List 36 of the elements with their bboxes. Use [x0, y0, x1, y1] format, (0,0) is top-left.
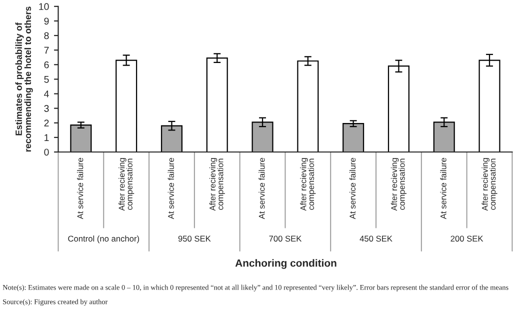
text: 950 SEK — [178, 236, 211, 242]
bar — [252, 122, 274, 152]
bar — [297, 60, 319, 152]
text: 450 SEK — [360, 236, 392, 242]
bar — [116, 60, 138, 152]
x-axis-title: Anchoring condition — [235, 259, 336, 269]
y-tick-label: 4 — [44, 90, 49, 98]
y-tick-label: 9 — [44, 18, 49, 25]
text: 700 SEK — [269, 236, 302, 242]
bar — [206, 58, 228, 152]
x-tick-label: After recieving compensation — [118, 158, 134, 211]
y-tick-label: 5 — [44, 76, 49, 83]
text: 200 SEK — [450, 236, 484, 242]
x-tick-label: At service failure — [440, 158, 446, 220]
y-tick-label: 3 — [44, 105, 49, 112]
y-tick-label: 10 — [39, 3, 49, 10]
text: Control (no anchor) — [68, 235, 140, 244]
x-tick-label: After recieving compensation — [390, 158, 406, 211]
x-tick-label: At service failure — [77, 158, 84, 220]
x-tick-label: After recieving compensation — [300, 158, 316, 211]
y-axis-title: Estimates of probability of recommending the hotel to others — [15, 6, 33, 152]
bar — [342, 123, 364, 152]
x-tick-label: After recieving compensation — [482, 158, 498, 211]
x-tick-label: At service failure — [168, 158, 174, 220]
bar — [160, 125, 182, 152]
y-tick-label: 8 — [44, 32, 49, 40]
x-tick-label: At service failure — [349, 158, 356, 220]
bar — [433, 122, 455, 152]
y-tick-label: 7 — [44, 46, 49, 54]
y-tick-label: 2 — [44, 120, 49, 126]
y-tick-label: 0 — [44, 148, 49, 156]
bar — [70, 124, 92, 152]
y-tick-label: 6 — [44, 61, 49, 68]
y-tick-label: 1 — [44, 134, 49, 141]
x-tick-label: After recieving compensation — [209, 158, 225, 211]
x-tick-label: At service failure — [258, 158, 265, 220]
